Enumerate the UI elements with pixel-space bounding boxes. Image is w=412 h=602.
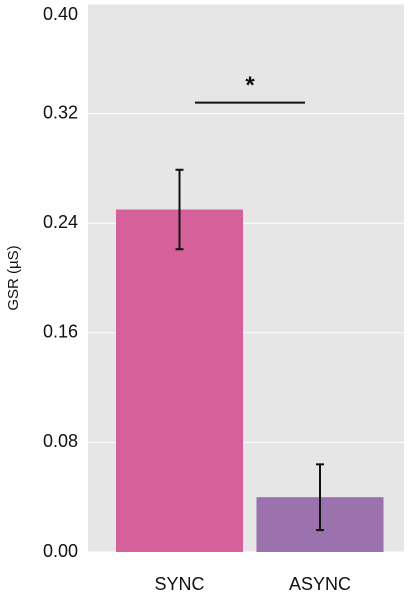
x-tick-label: ASYNC bbox=[289, 574, 351, 594]
y-tick-label: 0.40 bbox=[43, 4, 78, 24]
error-bar bbox=[316, 463, 324, 532]
y-tick-label: 0.32 bbox=[43, 102, 78, 122]
y-tick-label: 0.24 bbox=[43, 212, 78, 232]
bar bbox=[116, 209, 243, 552]
y-tick-label: 0.16 bbox=[43, 322, 78, 342]
y-axis-label: GSR (µS) bbox=[5, 245, 22, 310]
x-tick-label: SYNC bbox=[154, 574, 204, 594]
y-tick-label: 0.08 bbox=[43, 431, 78, 451]
y-tick-label: 0.00 bbox=[43, 541, 78, 561]
error-bar bbox=[175, 168, 184, 251]
significance-marker: * bbox=[245, 72, 255, 99]
